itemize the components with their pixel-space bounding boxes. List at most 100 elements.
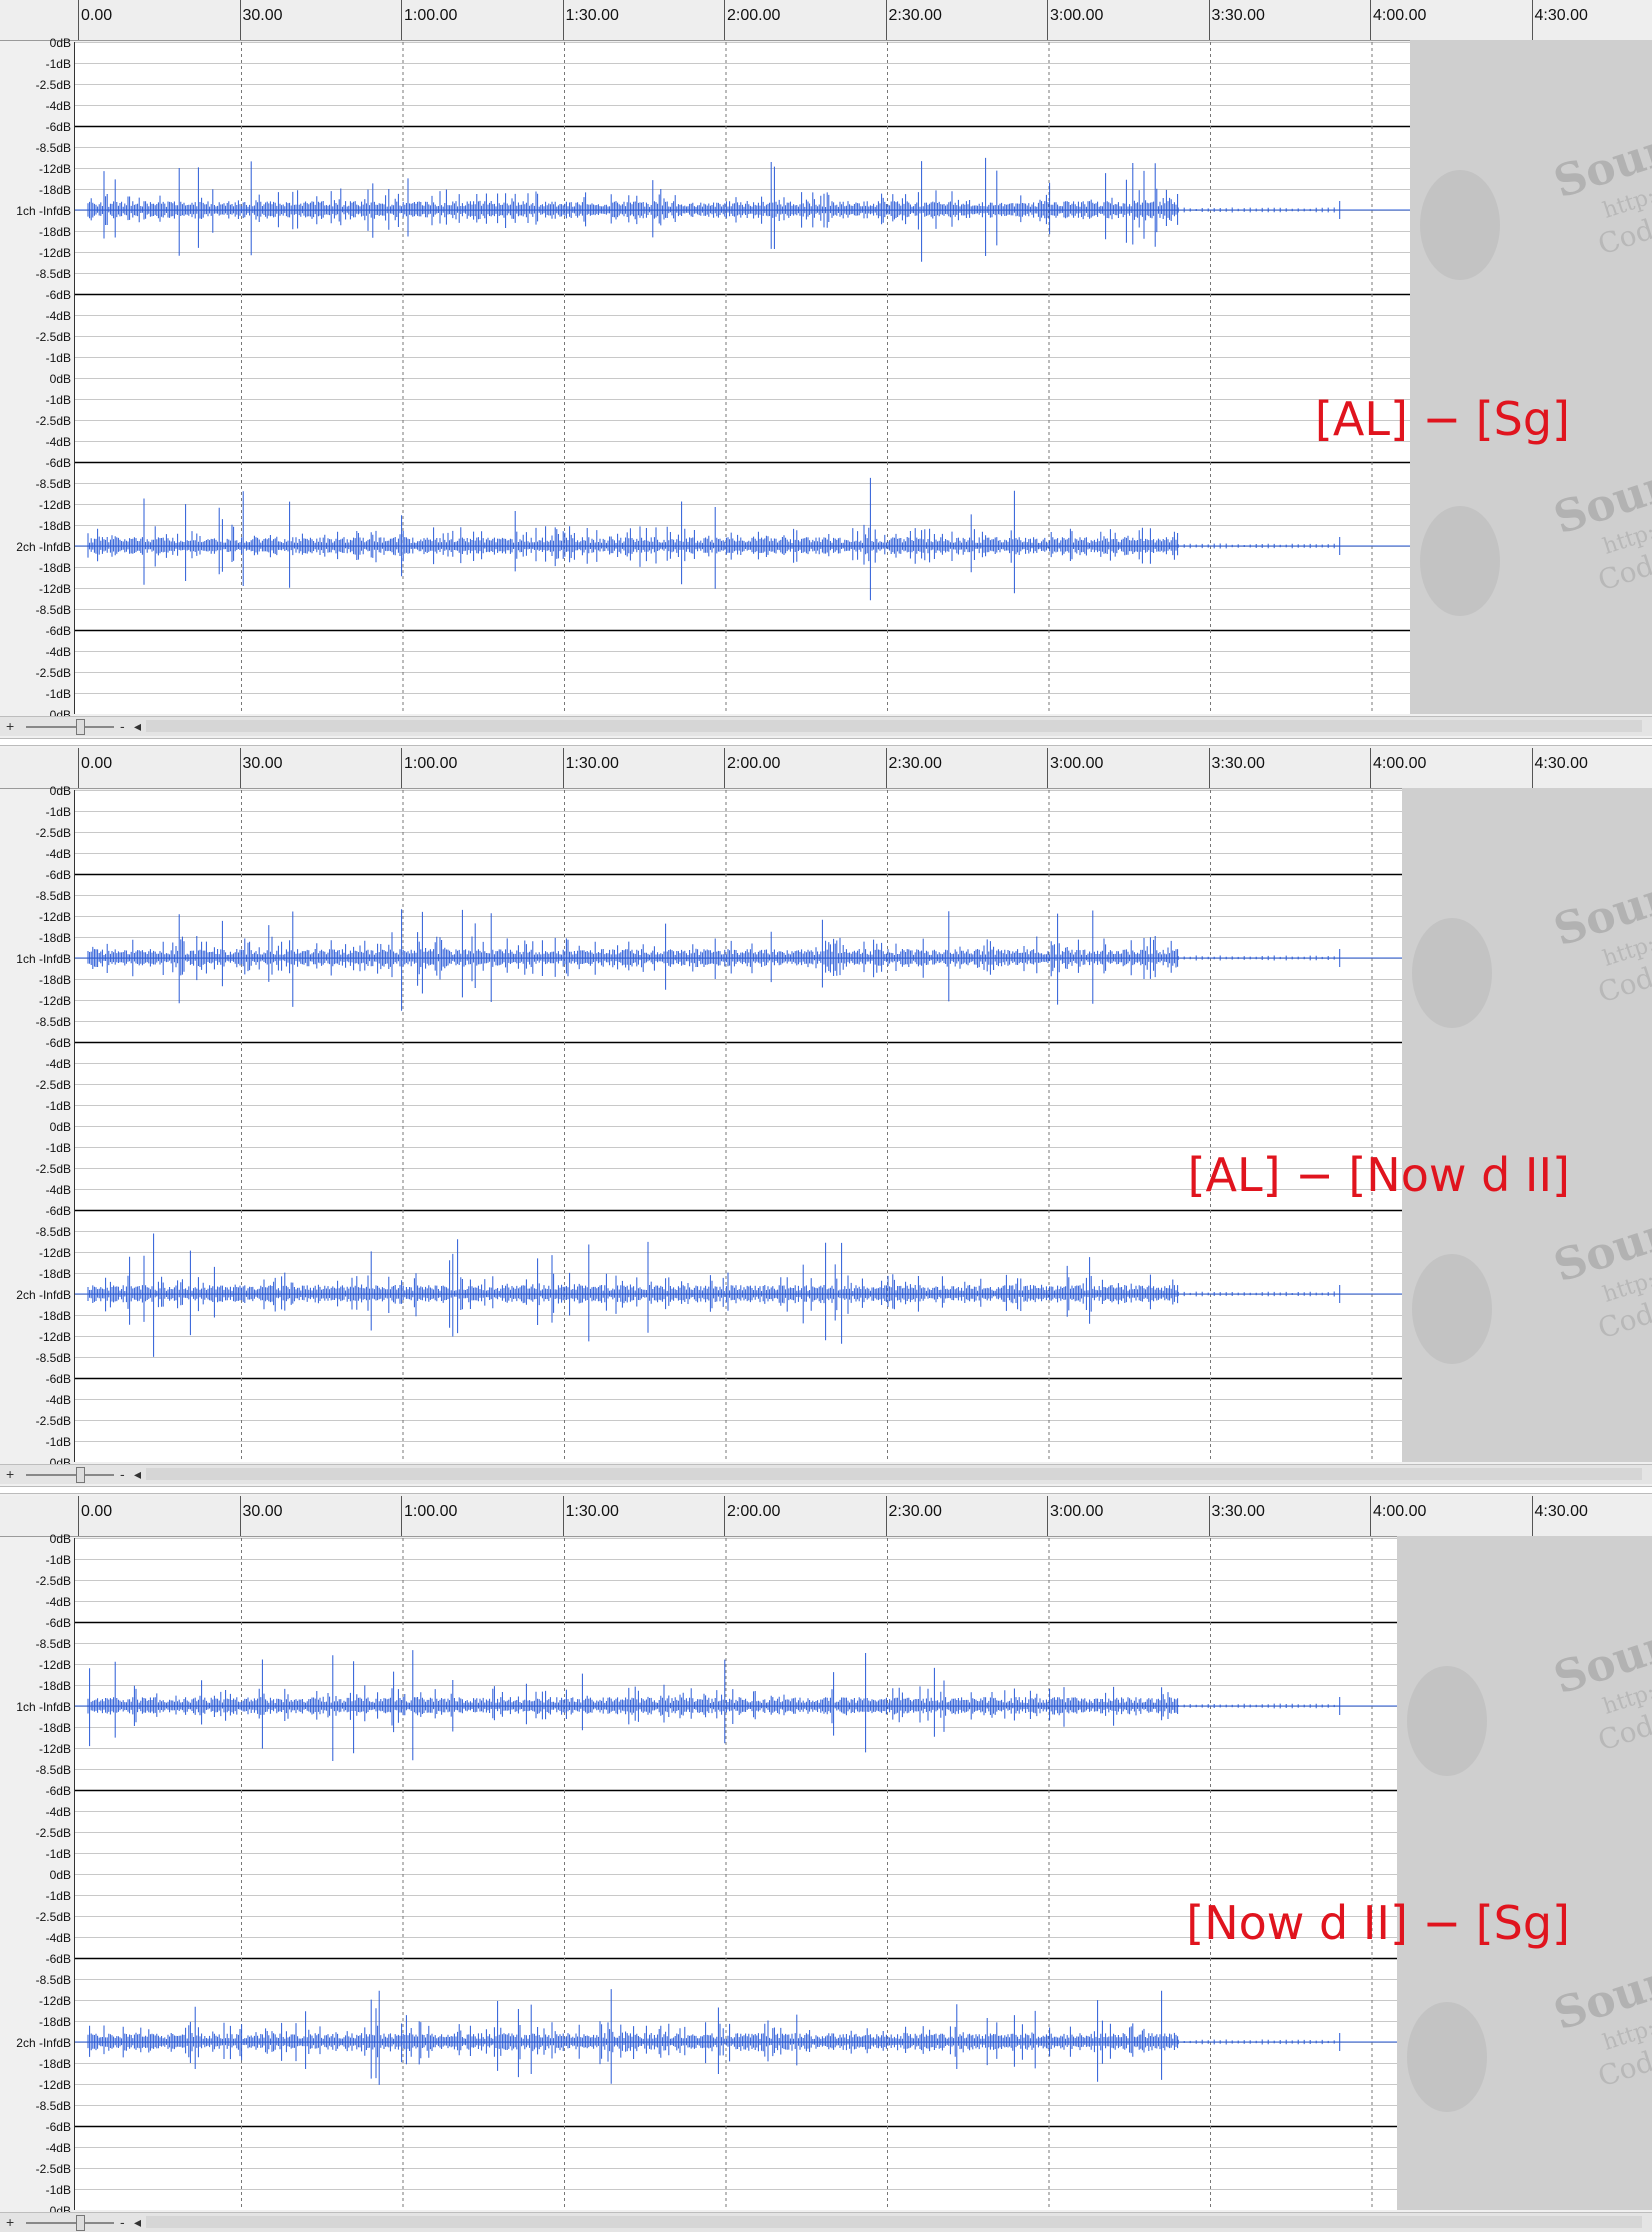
zoom-slider-track[interactable] [26,2222,114,2224]
db-label: -4dB [45,2141,71,2155]
db-label: -6dB [45,1952,71,1966]
scroll-track[interactable] [146,2216,1642,2228]
timeline-tick [401,748,402,788]
db-label: -18dB [38,931,71,945]
watermark-logo-icon [1412,1254,1492,1364]
timeline-tick [1208,748,1210,788]
db-label: -1dB [45,1889,71,1903]
db-label: 1ch -InfdB [16,1700,71,1714]
timeline-label: 3:30.00 [1211,1503,1265,1520]
db-label: -1dB [45,1435,71,1449]
db-label: -12dB [38,246,71,260]
db-label: -12dB [38,910,71,924]
timeline-ruler[interactable]: 0.00 30.00 1:00.00 1:30.00 2:00.00 2:30.00 3:0… [0,748,1652,789]
db-label: -8.5dB [35,477,71,491]
waveform-panel: 0.00 30.00 1:00.00 1:30.00 2:00.00 2:30.00 3:0… [0,748,1652,1484]
db-label: -18dB [38,2015,71,2029]
db-label: 2ch -InfdB [16,540,71,554]
timeline-tick [562,1496,564,1536]
db-label: -6dB [45,1372,71,1386]
timeline-ruler[interactable]: 0.00 30.00 1:00.00 1:30.00 2:00.00 2:30.00 3:0… [0,0,1652,41]
scroll-track[interactable] [146,1468,1642,1480]
zoom-slider-thumb[interactable] [76,2215,85,2231]
timeline-tick [239,1496,241,1536]
horizontal-scrollbar[interactable]: + - ◂ [0,1464,1652,1484]
timeline-label: 3:30.00 [1211,755,1265,772]
watermark-logo-icon [1412,918,1492,1028]
db-label: -18dB [38,519,71,533]
zoom-out-button[interactable]: - [120,2214,125,2230]
db-label: -1dB [45,1141,71,1155]
db-label: -4dB [45,1057,71,1071]
db-label: -6dB [45,288,71,302]
db-label: -18dB [38,973,71,987]
watermark-area: Sound http:/Code Sound http:/Code [1402,788,1652,1462]
timeline-ruler[interactable]: 0.00 30.00 1:00.00 1:30.00 2:00.00 2:30.00 3:0… [0,1496,1652,1537]
panel-separator [0,738,1652,746]
db-label: 0dB [49,1868,71,1882]
db-scale: 0dB -1dB -2.5dB -4dB -6dB -8.5dB -12dB -18dB 1ch… [0,1496,73,2232]
db-label: -2.5dB [35,1162,71,1176]
timeline-label: 4:00.00 [1373,1503,1427,1520]
db-label: -18dB [38,2057,71,2071]
timeline-label: 2:00.00 [727,755,781,772]
waveform-plot[interactable] [74,790,1402,1462]
db-label: -6dB [45,1204,71,1218]
timeline-label: 2:30.00 [888,1503,942,1520]
zoom-out-button[interactable]: - [120,1466,125,1482]
zoom-in-button[interactable]: + [6,2214,15,2230]
scroll-left-arrow-icon[interactable]: ◂ [134,1466,142,1482]
zoom-out-button[interactable]: - [120,718,125,734]
db-label: 1ch -InfdB [16,204,71,218]
timeline-label: 2:30.00 [888,755,942,772]
zoom-slider-thumb[interactable] [76,719,85,735]
db-label: -12dB [38,582,71,596]
db-label: -2.5dB [35,2162,71,2176]
db-label: -6dB [45,2120,71,2134]
timeline-label: 30.00 [242,1503,283,1520]
timeline-label: 0.00 [81,1503,113,1520]
timeline-tick [1370,748,1371,788]
db-label: -4dB [45,435,71,449]
timeline-tick [1370,1496,1371,1536]
db-label: -6dB [45,868,71,882]
waveform-channel-1 [87,1650,1341,1761]
zoom-slider-thumb[interactable] [76,1467,85,1483]
timeline-label: 30.00 [242,7,283,24]
db-label: 1ch -InfdB [16,952,71,966]
scroll-left-arrow-icon[interactable]: ◂ [134,718,142,734]
zoom-in-button[interactable]: + [6,1466,15,1482]
db-label: -2.5dB [35,1910,71,1924]
waveform-plot[interactable] [74,1538,1397,2210]
timeline-label: 3:00.00 [1050,1503,1104,1520]
db-label: -8.5dB [35,2099,71,2113]
db-label: -4dB [45,1805,71,1819]
timeline-tick [1531,0,1533,40]
timeline-label: 0.00 [81,7,113,24]
timeline-label: 2:00.00 [727,7,781,24]
timeline-tick [562,0,564,40]
db-label: -2.5dB [35,666,71,680]
db-label: -6dB [45,120,71,134]
timeline-tick [885,1496,887,1536]
horizontal-scrollbar[interactable]: + - ◂ [0,2212,1652,2232]
db-label: -6dB [45,1036,71,1050]
zoom-in-button[interactable]: + [6,718,15,734]
db-label: -18dB [38,561,71,575]
timeline-label: 1:30.00 [565,7,619,24]
db-label: -18dB [38,225,71,239]
timeline-label: 1:30.00 [565,755,619,772]
zoom-slider-track[interactable] [26,1474,114,1476]
waveform-channel-2 [87,477,1341,601]
scroll-track[interactable] [146,720,1642,732]
zoom-slider-track[interactable] [26,726,114,728]
db-label: -2.5dB [35,414,71,428]
timeline-label: 4:00.00 [1373,7,1427,24]
timeline-tick [724,0,725,40]
waveform-plot[interactable] [74,42,1410,714]
timeline-label: 0.00 [81,755,113,772]
horizontal-scrollbar[interactable]: + - ◂ [0,716,1652,736]
scroll-left-arrow-icon[interactable]: ◂ [134,2214,142,2230]
db-label: -4dB [45,1931,71,1945]
timeline-label: 1:30.00 [565,1503,619,1520]
